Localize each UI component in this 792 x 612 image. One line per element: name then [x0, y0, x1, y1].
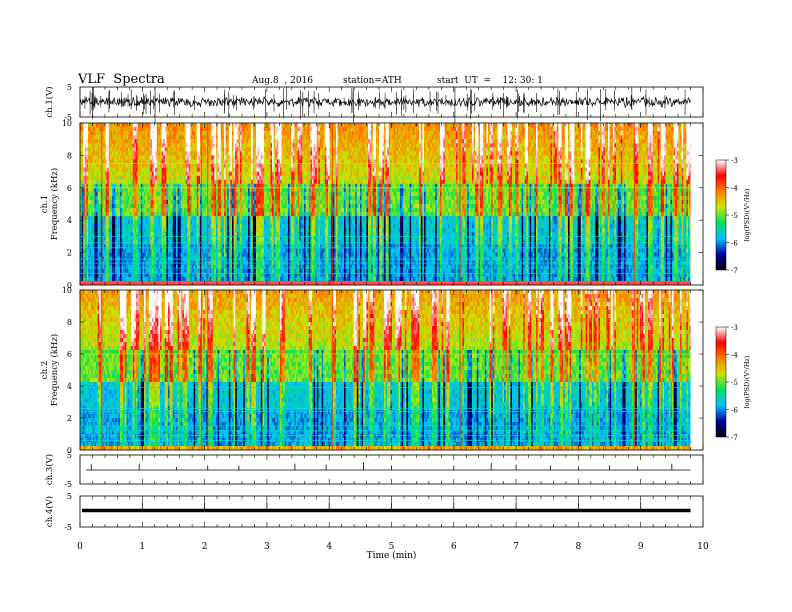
ch1-spectrogram-image — [80, 123, 703, 285]
figure: 5-5024681002468105-55-5ch.1(V)ch.1 Freque… — [0, 0, 792, 612]
